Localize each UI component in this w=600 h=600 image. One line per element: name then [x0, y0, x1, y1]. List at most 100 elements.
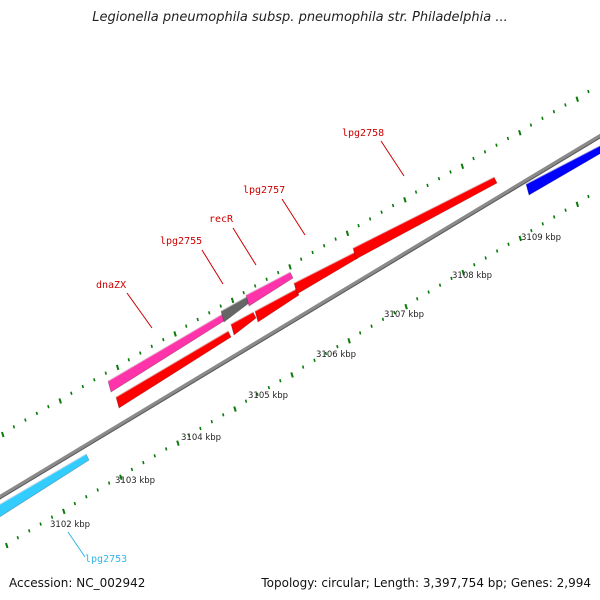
tick-mark: [334, 237, 337, 241]
scale-labels: 3102 kbp 3103 kbp 3104 kbp 3105 kbp 3106 kbp…: [50, 233, 561, 530]
tick-mark: [450, 276, 453, 281]
tick-mark: [541, 116, 544, 121]
tick-mark: [380, 210, 383, 214]
tick-mark: [35, 411, 39, 416]
backbone-line: [0, 133, 600, 500]
label-leaders: [67, 140, 405, 558]
tick-mark: [449, 170, 452, 174]
tick-mark: [50, 515, 54, 519]
tick-mark: [311, 250, 314, 255]
tick-mark: [139, 351, 142, 355]
tick-mark: [164, 447, 168, 451]
blue-feature-highlight: [525, 144, 600, 185]
tick-mark: [336, 344, 339, 349]
tick-mark: [199, 426, 202, 431]
tick-mark: [5, 542, 9, 549]
tick-mark: [529, 123, 533, 127]
tick-mark: [290, 372, 294, 378]
tick-mark: [552, 109, 556, 114]
tick-mark: [564, 103, 567, 107]
tick-mark: [153, 454, 156, 458]
tick-mark: [24, 418, 27, 422]
map-title: Legionella pneumophila subsp. pneumophil…: [92, 10, 508, 25]
scale-label: 3106 kbp: [316, 350, 356, 360]
tick-mark: [301, 365, 305, 369]
tick-mark: [357, 223, 360, 228]
tick-mark: [484, 256, 487, 260]
tick-mark: [162, 337, 165, 342]
gene-label-lpg2753: lpg2753: [85, 554, 127, 565]
tick-mark: [587, 194, 590, 199]
tick-mark: [472, 156, 475, 161]
tick-mark: [127, 358, 130, 362]
dnaZX-feature: [107, 312, 228, 393]
tick-mark: [173, 331, 177, 337]
tick-mark: [210, 419, 213, 424]
tick-mark: [403, 197, 407, 203]
lpg2757-feature-highlight: [293, 251, 356, 284]
red-feature-small: [230, 311, 257, 336]
tick-mark: [222, 413, 225, 417]
tick-mark: [391, 203, 395, 208]
tick-mark: [552, 215, 556, 219]
tick-mark: [107, 481, 111, 485]
gene-label-dnaZX: dnaZX: [96, 280, 126, 291]
tick-mark: [322, 244, 326, 248]
lpg2758-feature: [352, 176, 498, 260]
tick-mark: [185, 324, 188, 328]
tick-mark: [219, 304, 222, 308]
scale-label: 3104 kbp: [181, 433, 221, 443]
leader-line: [232, 227, 257, 266]
tick-mark: [495, 249, 499, 253]
backbone-shadow: [0, 137, 600, 500]
accession-text: Accession: NC_002942: [9, 576, 146, 590]
tick-mark: [70, 391, 73, 395]
gene-features: [0, 144, 600, 518]
topology-text: Topology: circular; Length: 3,397,754 bp…: [261, 576, 591, 590]
tick-mark: [368, 217, 372, 221]
gene-label-lpg2757: lpg2757: [243, 185, 285, 196]
leader-line: [126, 292, 153, 329]
tick-mark: [437, 176, 441, 181]
tick-mark: [230, 297, 235, 304]
tick-mark: [208, 311, 211, 315]
red-feature-small-highlight: [230, 311, 254, 325]
recR-feature-gray-highlight: [220, 296, 247, 312]
backbone: [0, 133, 600, 500]
tick-mark: [358, 331, 362, 335]
tick-mark: [267, 385, 271, 390]
tick-mark: [196, 317, 199, 322]
tick-mark: [115, 364, 120, 371]
tick-mark: [265, 277, 268, 281]
scale-label: 3103 kbp: [115, 476, 155, 486]
tick-mark: [393, 310, 396, 315]
tick-mark: [119, 474, 123, 481]
leader-line: [67, 531, 86, 558]
tick-mark: [381, 317, 385, 322]
gene-label-lpg2755: lpg2755: [160, 236, 202, 247]
tick-mark: [404, 303, 408, 310]
tick-mark: [564, 208, 567, 212]
tick-mark: [288, 264, 292, 270]
scale-label: 3109 kbp: [521, 233, 561, 243]
tick-mark: [1, 431, 5, 438]
tick-mark: [438, 283, 442, 287]
tick-mark: [541, 222, 544, 226]
lpg2758-feature-highlight: [352, 176, 495, 249]
tick-mark: [81, 384, 85, 389]
scale-label: 3108 kbp: [452, 271, 492, 281]
gene-labels: dnaZX lpg2755 recR lpg2757 lpg2758 lpg2753: [85, 128, 384, 565]
scale-label: 3107 kbp: [384, 310, 424, 320]
scale-label: 3102 kbp: [50, 520, 90, 530]
tick-mark: [299, 257, 303, 261]
lpg2757-feature-a-highlight: [254, 288, 297, 312]
tick-mark: [58, 398, 62, 404]
tick-mark: [150, 344, 153, 349]
tick-mark: [473, 263, 476, 267]
tick-mark: [39, 522, 42, 526]
dnaZX-feature-highlight: [107, 312, 225, 382]
lpg2753-feature: [0, 453, 90, 518]
tick-mark: [506, 136, 510, 141]
tick-mark: [254, 284, 257, 288]
